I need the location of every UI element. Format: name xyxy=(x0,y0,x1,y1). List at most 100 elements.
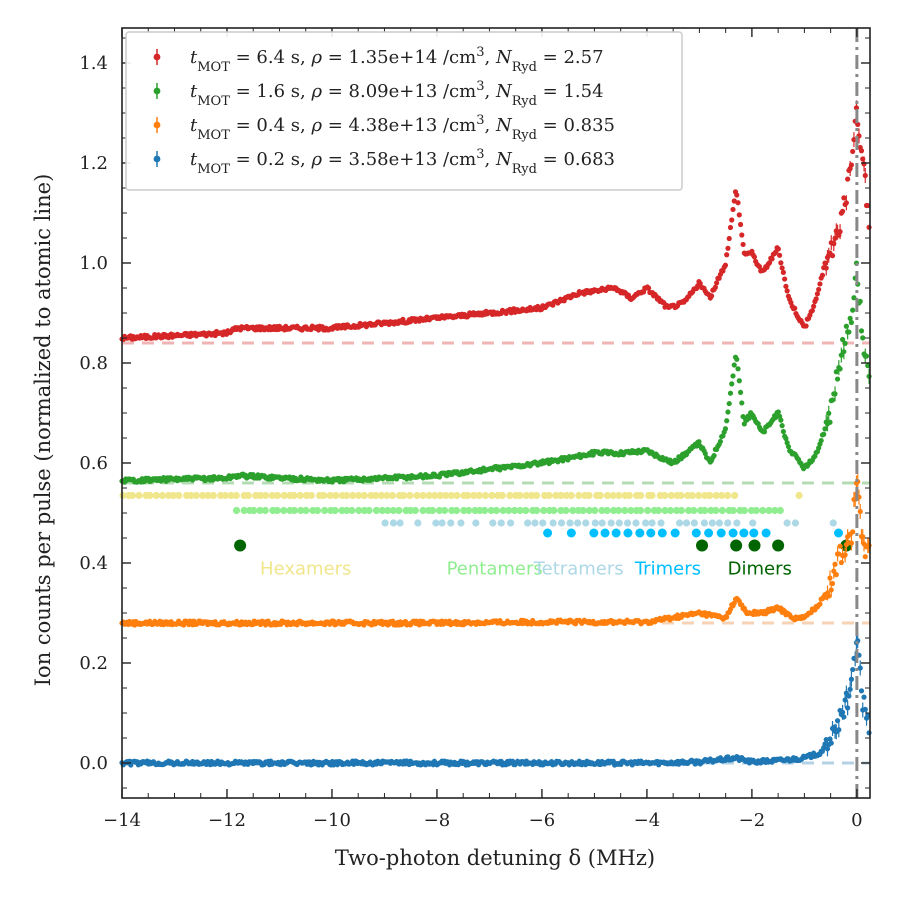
cluster-marker xyxy=(759,506,767,515)
cluster-marker xyxy=(834,528,844,538)
cluster-marker xyxy=(302,506,310,515)
cluster-marker xyxy=(383,491,391,500)
cluster-marker xyxy=(642,519,650,527)
data-point xyxy=(181,622,187,628)
data-point xyxy=(778,417,784,423)
x-tick-label: −4 xyxy=(634,810,661,831)
data-point xyxy=(837,366,843,372)
cluster-marker xyxy=(452,506,461,515)
data-point xyxy=(779,423,785,429)
cluster-marker xyxy=(579,506,587,515)
cluster-marker xyxy=(611,528,621,538)
data-point xyxy=(866,224,872,230)
cluster-marker xyxy=(566,528,576,538)
cluster-marker xyxy=(708,519,716,527)
cluster-marker xyxy=(731,491,739,500)
cluster-marker xyxy=(232,506,241,515)
cluster-marker xyxy=(378,506,386,515)
cluster-marker xyxy=(670,528,680,538)
cluster-marker xyxy=(690,519,698,527)
data-point xyxy=(851,295,857,301)
data-point xyxy=(780,428,786,435)
cluster-marker xyxy=(331,506,339,515)
data-point xyxy=(803,323,809,329)
cluster-marker xyxy=(497,519,505,527)
data-point xyxy=(833,369,839,375)
data-point xyxy=(826,593,832,599)
legend-entry-s02: tMOT = 0.2 s, ρ = 3.58e+13 /cm3, NRyd = … xyxy=(190,147,615,177)
cluster-marker xyxy=(343,506,351,515)
cluster-marker xyxy=(598,506,606,515)
data-point xyxy=(735,200,741,206)
cluster-marker xyxy=(690,506,698,515)
cluster-marker xyxy=(261,506,269,515)
cluster-marker xyxy=(506,491,514,500)
cluster-marker xyxy=(603,506,611,515)
cluster-marker xyxy=(516,506,524,515)
data-point xyxy=(725,245,731,251)
data-point xyxy=(783,435,789,442)
data-point xyxy=(821,431,827,437)
cluster-marker xyxy=(447,491,455,500)
data-point xyxy=(775,246,781,252)
cluster-marker xyxy=(701,506,709,515)
data-point xyxy=(640,289,647,295)
cluster-marker xyxy=(256,491,264,500)
cluster-marker xyxy=(771,506,779,515)
cluster-marker xyxy=(591,506,599,515)
cluster-marker xyxy=(261,491,270,500)
data-point xyxy=(819,272,826,278)
cluster-marker xyxy=(704,528,714,538)
cluster-marker xyxy=(349,491,357,500)
cluster-marker xyxy=(740,506,748,515)
data-point xyxy=(855,121,861,127)
cluster-marker xyxy=(646,528,656,538)
cluster-marker xyxy=(675,519,684,527)
data-point xyxy=(714,280,720,286)
cluster-marker xyxy=(688,491,696,500)
x-tick-label: −2 xyxy=(739,810,766,831)
cluster-marker xyxy=(438,519,446,527)
data-point xyxy=(865,712,871,719)
cluster-marker xyxy=(505,506,513,515)
data-point xyxy=(829,253,836,259)
data-point xyxy=(847,315,853,321)
data-point xyxy=(866,730,872,736)
cluster-marker xyxy=(761,528,771,538)
cluster-marker xyxy=(677,506,686,515)
data-point xyxy=(727,224,734,231)
data-point xyxy=(841,195,847,201)
cluster-marker xyxy=(492,506,501,515)
cluster-marker xyxy=(575,491,583,500)
cluster-marker xyxy=(290,506,299,515)
data-point xyxy=(739,232,745,238)
cluster-marker xyxy=(776,506,784,515)
data-point xyxy=(829,397,836,403)
data-point xyxy=(814,291,821,297)
cluster-marker xyxy=(657,528,667,538)
cluster-marker xyxy=(268,491,276,500)
cluster-marker xyxy=(221,491,230,500)
cluster-label: Trimers xyxy=(634,559,701,580)
data-point xyxy=(782,276,788,282)
data-point xyxy=(848,162,855,168)
cluster-marker xyxy=(562,506,570,515)
data-point xyxy=(792,305,798,311)
data-point xyxy=(818,437,824,444)
data-point xyxy=(724,252,730,258)
cluster-marker xyxy=(297,506,305,515)
cluster-marker xyxy=(539,519,547,527)
cluster-marker xyxy=(609,491,617,500)
cluster-marker xyxy=(273,506,281,515)
cluster-marker xyxy=(489,519,497,527)
cluster-marker xyxy=(566,519,574,527)
cluster-marker xyxy=(783,519,791,527)
data-point xyxy=(817,281,823,287)
cluster-marker xyxy=(499,506,507,515)
cluster-marker xyxy=(244,491,252,500)
cluster-marker xyxy=(435,506,444,515)
data-point xyxy=(739,400,745,406)
x-axis-label: Two-photon detuning δ (MHz) xyxy=(335,846,655,870)
cluster-marker xyxy=(240,506,248,515)
